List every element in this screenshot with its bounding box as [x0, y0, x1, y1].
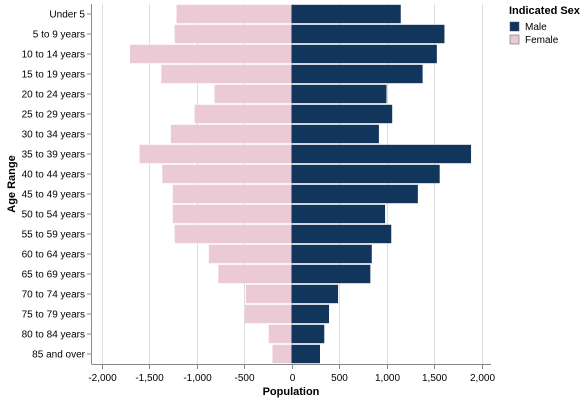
bar-male-16: [291, 324, 325, 344]
x-tick-label-7: 1,500: [422, 373, 447, 384]
y-tick-label-11: 55 to 59 years: [22, 230, 85, 241]
bar-female-10: [172, 204, 292, 224]
y-tick-label-7: 35 to 39 years: [22, 150, 85, 161]
bar-male-14: [291, 284, 339, 304]
bar-female-4: [214, 84, 292, 104]
x-tick-label-8: 2,000: [470, 373, 495, 384]
bar-male-6: [291, 124, 379, 144]
x-axis-title: Population: [263, 386, 320, 398]
x-tick-label-5: 500: [331, 373, 348, 384]
bar-female-6: [170, 124, 292, 144]
y-tick-label-15: 75 to 79 years: [22, 310, 85, 321]
bar-female-13: [218, 264, 292, 284]
y-tick-label-17: 85 and over: [32, 350, 85, 361]
bar-male-9: [291, 184, 418, 204]
bar-male-13: [291, 264, 371, 284]
bar-female-8: [162, 164, 292, 184]
grid: [102, 4, 483, 364]
bar-female-17: [272, 344, 292, 364]
y-tick-label-12: 60 to 64 years: [22, 250, 85, 261]
bar-female-14: [245, 284, 292, 304]
bar-male-0: [291, 4, 401, 24]
y-axis-title: Age Range: [6, 155, 18, 212]
legend-swatch-male: [509, 21, 520, 32]
bar-male-10: [291, 204, 386, 224]
x-tick-label-2: -1,000: [183, 373, 212, 384]
legend-label-female: Female: [525, 35, 559, 46]
bar-male-1: [291, 24, 445, 44]
y-tick-label-4: 20 to 24 years: [22, 90, 85, 101]
bar-male-3: [291, 64, 423, 84]
x-tick-label-4: 0: [290, 373, 296, 384]
bar-male-17: [291, 344, 320, 364]
bar-female-16: [268, 324, 292, 344]
bar-female-2: [130, 44, 292, 64]
bar-male-5: [291, 104, 393, 124]
bar-male-8: [291, 164, 440, 184]
bar-male-7: [291, 144, 472, 164]
bar-male-12: [291, 244, 372, 264]
y-axis: Under 5 5 to 9 years 10 to 14 years 15 to 1…: [22, 4, 92, 364]
y-tick-label-2: 10 to 14 years: [22, 50, 85, 61]
legend-swatch-female: [509, 34, 520, 45]
bar-female-9: [172, 184, 292, 204]
bar-male-15: [291, 304, 330, 324]
y-tick-label-8: 40 to 44 years: [22, 170, 85, 181]
x-axis: -2,000 -1,500 -1,000 -500 0 500 1,000 1,500 2,00…: [88, 364, 495, 384]
bar-female-3: [161, 64, 292, 84]
bar-female-15: [244, 304, 292, 324]
bars: [130, 4, 472, 364]
y-tick-label-1: 5 to 9 years: [33, 30, 85, 41]
x-tick-label-1: -1,500: [135, 373, 164, 384]
y-tick-label-0: Under 5: [49, 10, 85, 21]
legend: Indicated Sex Male Female: [509, 5, 581, 46]
bar-male-4: [291, 84, 387, 104]
bar-female-1: [174, 24, 292, 44]
bar-female-7: [139, 144, 292, 164]
bar-female-0: [176, 4, 292, 24]
legend-label-male: Male: [525, 22, 547, 33]
bar-female-5: [194, 104, 292, 124]
bar-female-11: [174, 224, 292, 244]
y-tick-label-13: 65 to 69 years: [22, 270, 85, 281]
y-tick-label-3: 15 to 19 years: [22, 70, 85, 81]
legend-title: Indicated Sex: [509, 5, 581, 17]
bar-female-12: [208, 244, 292, 264]
y-tick-label-10: 50 to 54 years: [22, 210, 85, 221]
bar-male-2: [291, 44, 437, 64]
bar-male-11: [291, 224, 392, 244]
x-tick-label-0: -2,000: [88, 373, 117, 384]
x-tick-label-6: 1,000: [375, 373, 400, 384]
y-tick-label-14: 70 to 74 years: [22, 290, 85, 301]
x-tick-label-3: -500: [234, 373, 254, 384]
y-tick-label-16: 80 to 84 years: [22, 330, 85, 341]
y-tick-label-9: 45 to 49 years: [22, 190, 85, 201]
y-tick-label-6: 30 to 34 years: [22, 130, 85, 141]
y-tick-label-5: 25 to 29 years: [22, 110, 85, 121]
